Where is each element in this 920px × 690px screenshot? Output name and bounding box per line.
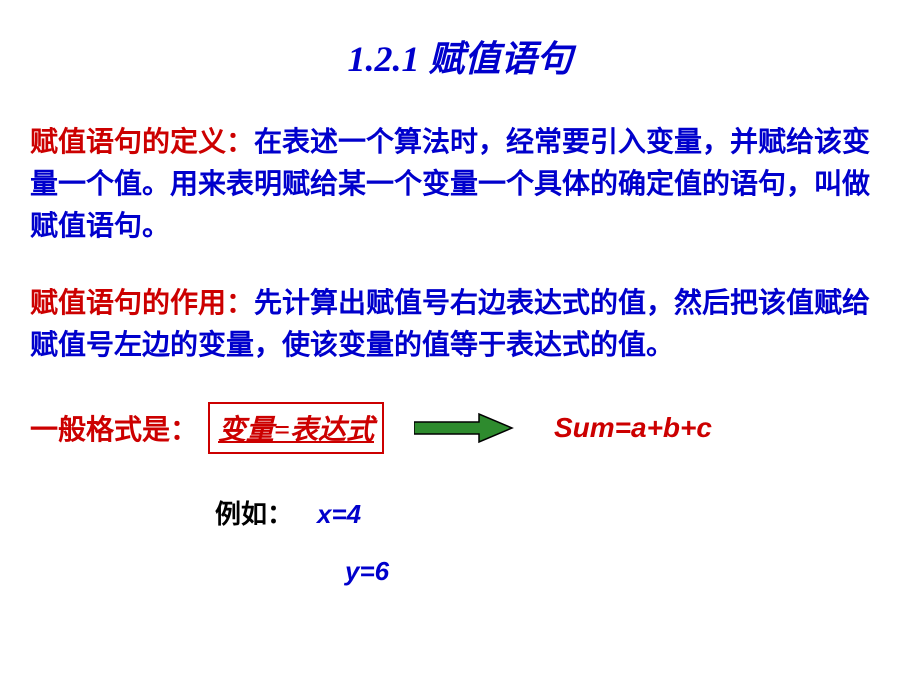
format-box: 变量=表达式 [208, 402, 384, 454]
function-paragraph: 赋值语句的作用：先计算出赋值号右边表达式的值，然后把该值赋给赋值号左边的变量，使… [30, 283, 890, 367]
example-eq-1: x=4 [317, 499, 361, 530]
function-label: 赋值语句的作用： [30, 288, 254, 319]
slide-container: 1.2.1 赋值语句 赋值语句的定义：在表述一个算法时，经常要引入变量，并赋给该… [0, 0, 920, 690]
format-label: 一般格式是： [30, 408, 198, 448]
slide-title: 1.2.1 赋值语句 [30, 30, 890, 82]
example-label: 例如： [215, 494, 293, 531]
definition-paragraph: 赋值语句的定义：在表述一个算法时，经常要引入变量，并赋给该变量一个值。用来表明赋… [30, 122, 890, 248]
arrow-icon [414, 412, 514, 444]
format-row: 一般格式是： 变量=表达式 Sum=a+b+c [30, 402, 890, 454]
definition-label: 赋值语句的定义： [30, 127, 254, 158]
sum-expression: Sum=a+b+c [554, 412, 712, 444]
example-eq-2: y=6 [345, 556, 890, 587]
example-section: 例如： x=4 y=6 [215, 494, 890, 587]
example-row-1: 例如： x=4 [215, 494, 890, 531]
